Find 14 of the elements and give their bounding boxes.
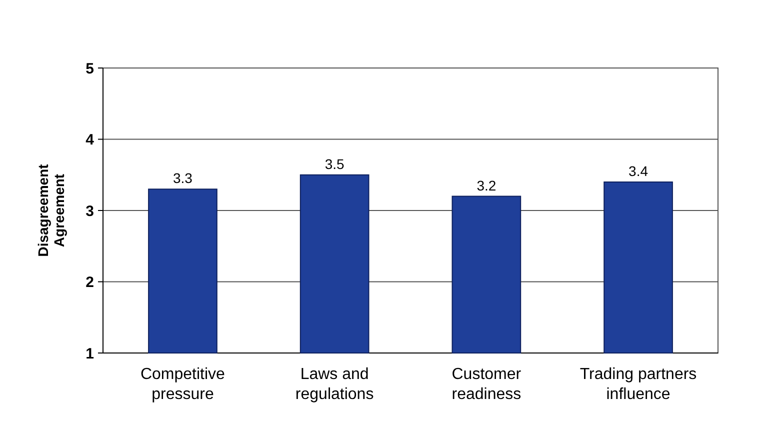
x-tick-label: Customer readiness xyxy=(452,366,522,403)
y-tick-label: 5 xyxy=(86,60,94,78)
data-label: 3.4 xyxy=(628,163,648,179)
x-tick-label: Laws and regulations xyxy=(295,366,374,403)
y-axis-title: Disagreement Agreement xyxy=(35,164,68,257)
x-tick-label: Competitive pressure xyxy=(140,366,226,403)
data-label: 3.5 xyxy=(324,156,345,172)
x-tick-label: Trading partners influence xyxy=(580,366,697,403)
y-tick-label: 1 xyxy=(86,345,94,362)
y-tick-label: 4 xyxy=(86,132,95,148)
data-label: 3.2 xyxy=(476,177,496,194)
data-label: 3.3 xyxy=(172,170,193,186)
y-tick-label: 3 xyxy=(86,202,94,220)
y-tick-label: 2 xyxy=(86,274,94,291)
